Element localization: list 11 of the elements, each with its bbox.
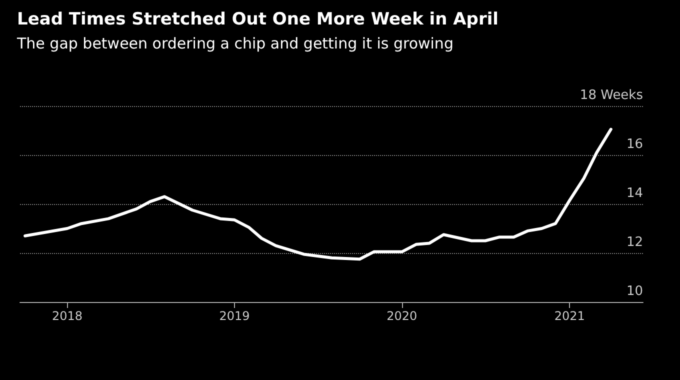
y-tick-label: 12	[626, 235, 643, 250]
chart-title: Lead Times Stretched Out One More Week in April	[17, 10, 499, 30]
x-tick-label: 2018	[52, 309, 82, 323]
x-tick-label: 2020	[386, 309, 418, 323]
y-tick-label: 18 Weeks	[580, 88, 644, 103]
y-tick-label: 16	[626, 137, 643, 152]
y-tick-label: 14	[626, 186, 643, 201]
x-tick-label: 2019	[219, 309, 250, 323]
chart-subtitle: The gap between ordering a chip and getting it is growing	[16, 34, 454, 52]
y-tick-label: 10	[626, 284, 643, 299]
x-tick-label: 2021	[554, 309, 585, 323]
